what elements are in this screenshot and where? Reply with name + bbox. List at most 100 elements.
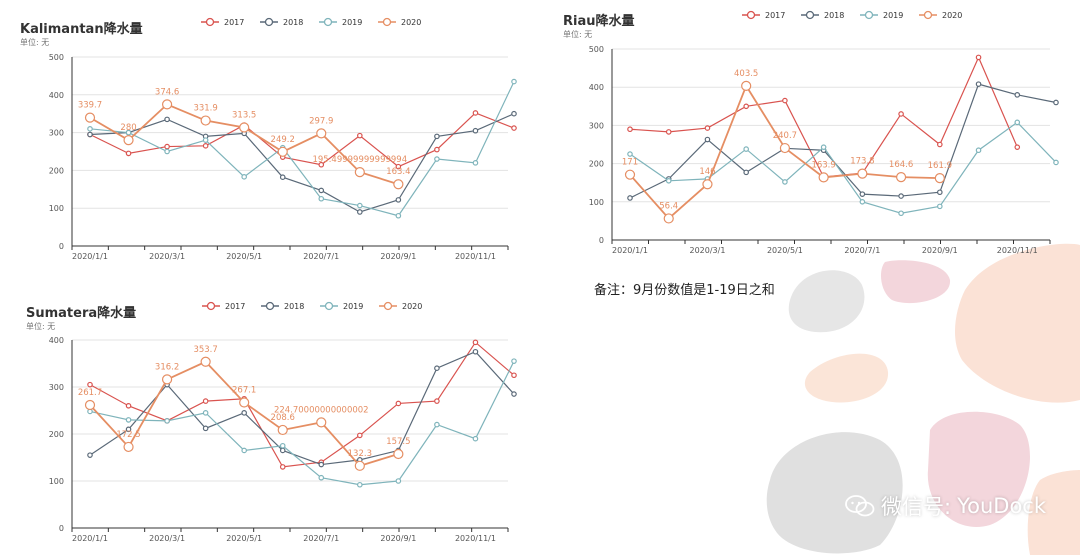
sumatera-line-chart: 0 100 200 300 400 2020/1/1 2020/3/1 2020/5/1 202…: [49, 301, 517, 543]
point-2019-3: [743, 146, 749, 152]
point-2020-5: [818, 172, 829, 183]
legend-label-2018: 2018: [824, 11, 844, 20]
data-label-2020-0: 339.7: [78, 101, 102, 111]
x-tick-label: 2020/3/1: [149, 534, 185, 543]
sumatera-chart-title: Sumatera降水量: [26, 306, 137, 321]
data-label-2020-8: 163.4: [386, 167, 410, 177]
point-2018-10: [1014, 92, 1021, 98]
riau-unit-label: 单位: 无: [563, 30, 593, 39]
point-2017-9: [434, 146, 440, 153]
legend: 2017 2018 2019 2020: [742, 10, 962, 20]
data-label-2020-1: 172.5: [116, 430, 140, 440]
data-label-2020-7: 195.49999999999994: [312, 155, 407, 165]
point-2018-7: [357, 209, 363, 215]
legend-label-2017: 2017: [765, 11, 785, 20]
data-label-2020-2: 146: [699, 167, 715, 177]
legend-marker-2019: [323, 17, 333, 27]
legend-marker-2019: [864, 10, 874, 20]
point-2019-8: [937, 203, 943, 210]
data-label-2020-2: 316.2: [155, 362, 179, 372]
series-line-2019: [89, 360, 515, 486]
data-label-2020-7: 164.6: [889, 160, 913, 170]
x-tick-label: 2020/11/1: [997, 246, 1038, 255]
point-2019-1: [665, 177, 672, 184]
legend: 2017 2018 2019 2020: [201, 17, 421, 27]
point-2018-6: [859, 191, 866, 197]
y-tick-label: 400: [49, 336, 64, 345]
point-2017-2: [704, 125, 711, 131]
data-label-2020-3: 331.9: [193, 104, 217, 114]
point-2019-7: [357, 481, 363, 488]
footnote: 备注：9月份数值是1-19日之和: [594, 283, 775, 298]
point-2017-11: [511, 125, 517, 131]
legend-marker-2018: [265, 301, 275, 311]
point-2017-7: [357, 132, 363, 139]
series-line-2018: [89, 113, 515, 213]
point-2019-11: [1053, 159, 1059, 166]
legend-marker-2018: [264, 17, 274, 27]
x-tick-label: 2020/9/1: [380, 252, 416, 261]
point-2018-1: [125, 426, 132, 433]
x-tick-label: 2020/5/1: [767, 246, 803, 255]
point-2020-0: [624, 169, 636, 180]
point-2018-10: [472, 127, 479, 134]
kalimantan-chart-title: Kalimantan降水量: [20, 22, 143, 37]
legend-label-2020: 2020: [401, 18, 421, 27]
legend-label-2017: 2017: [224, 18, 244, 27]
point-2017-8: [937, 141, 943, 148]
point-2017-2: [164, 143, 170, 150]
data-label-2020-8: 161.9: [928, 161, 952, 171]
kalimantan-line-chart: 0 100 200 300 400 500 2020/1/1 2020/3/1 2020/5/1…: [49, 17, 517, 261]
point-2019-10: [472, 435, 479, 442]
data-label-2020-4: 267.1: [232, 385, 256, 395]
riau-line-chart: 0 100 200 300 400 500 2020/1/1 2020/3/1 2020/5/1…: [589, 10, 1059, 255]
x-tick-label: 2020/9/1: [922, 246, 958, 255]
point-2018-5: [279, 447, 286, 454]
point-2020-2: [161, 374, 173, 385]
point-2019-10: [472, 160, 479, 166]
watermark-label: 微信号:: [881, 495, 952, 519]
point-2018-2: [704, 136, 711, 143]
point-2017-10: [472, 110, 479, 116]
point-2017-8: [395, 163, 402, 170]
legend-marker-2018: [805, 10, 815, 20]
point-2019-9: [434, 421, 440, 428]
x-tick-label: 2020/1/1: [72, 252, 108, 261]
point-2020-7: [354, 460, 365, 471]
point-2017-9: [434, 398, 440, 404]
data-label-2020-7: 132.3: [348, 449, 372, 459]
legend-label-2020: 2020: [942, 11, 962, 20]
y-tick-label: 0: [59, 242, 64, 251]
point-2020-1: [123, 441, 134, 453]
point-2018-4: [241, 410, 247, 416]
point-2020-4: [779, 142, 791, 154]
point-2019-6: [859, 199, 866, 205]
y-tick-label: 400: [589, 83, 604, 92]
point-2020-7: [354, 167, 365, 178]
data-label-2020-2: 374.6: [155, 87, 179, 97]
series-line-2017: [89, 112, 515, 168]
legend-label-2019: 2019: [342, 18, 362, 27]
point-2018-6: [318, 187, 325, 194]
point-2020-5: [277, 146, 288, 157]
point-2019-8: [395, 212, 402, 219]
data-label-2020-6: 297.9: [309, 116, 333, 126]
point-2020-3: [741, 80, 752, 91]
legend-marker-2017: [205, 17, 215, 27]
x-tick-label: 2020/9/1: [380, 534, 416, 543]
point-2019-3: [202, 137, 209, 143]
x-tick-label: 2020/5/1: [226, 252, 262, 261]
point-2020-6: [857, 168, 868, 179]
point-2018-7: [898, 193, 904, 199]
point-2020-3: [200, 356, 211, 367]
point-2018-0: [627, 195, 633, 201]
x-tick-label: 2020/11/1: [455, 252, 496, 261]
point-2018-6: [318, 461, 325, 468]
point-2019-1: [125, 417, 132, 423]
point-2020-4: [239, 122, 250, 133]
point-2018-8: [937, 189, 943, 196]
x-tick-label: 2020/3/1: [149, 252, 185, 261]
point-2018-11: [511, 391, 517, 397]
point-2019-2: [164, 148, 170, 155]
point-2019-7: [898, 210, 904, 217]
